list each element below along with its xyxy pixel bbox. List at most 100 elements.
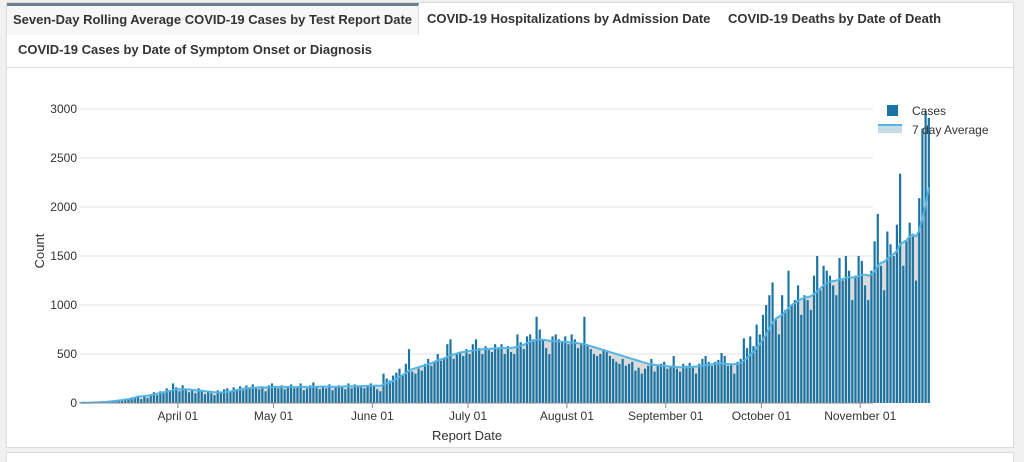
case-bar	[675, 368, 678, 403]
case-bar	[863, 285, 867, 403]
case-bar	[296, 386, 299, 403]
case-bar	[443, 357, 446, 403]
case-bar	[414, 373, 417, 403]
case-bar	[232, 387, 235, 403]
case-bar	[382, 373, 385, 403]
case-bar	[270, 383, 274, 403]
legend-average-swatch[interactable]	[878, 125, 902, 133]
legend-average-label[interactable]: 7 day Average	[912, 123, 989, 137]
y-tick-label: 1500	[50, 249, 77, 263]
case-bar	[726, 365, 729, 403]
case-bar	[640, 373, 643, 403]
case-bar	[484, 346, 487, 403]
case-bar	[363, 388, 366, 403]
x-tick-label: July 01	[449, 409, 487, 423]
x-tick-label: April 01	[158, 409, 199, 423]
y-tick-label: 500	[57, 347, 77, 361]
case-bar	[513, 354, 516, 403]
tab-hospitalizations[interactable]: COVID-19 Hospitalizations by Admission D…	[427, 11, 711, 26]
axes: 0 500 1000 1500 2000 2500 3000 April 01 May 01 Ju…	[50, 102, 896, 423]
case-bar	[781, 295, 784, 403]
case-bar	[420, 370, 423, 403]
case-bar	[886, 231, 889, 403]
case-bar	[315, 387, 318, 403]
case-bar	[768, 295, 771, 403]
case-bar	[140, 399, 143, 403]
case-bar	[490, 352, 494, 403]
case-bar	[749, 336, 752, 403]
case-bar	[427, 358, 430, 403]
case-bar	[471, 344, 474, 403]
case-bar	[356, 386, 360, 403]
case-bar	[379, 391, 382, 403]
case-bar	[899, 173, 902, 403]
case-bar	[790, 305, 793, 403]
case-bar	[398, 368, 401, 403]
case-bar	[372, 386, 376, 403]
case-bar	[889, 244, 892, 403]
case-bar	[557, 339, 560, 403]
case-bar	[194, 393, 197, 403]
case-bar	[599, 354, 602, 403]
case-bar	[793, 300, 796, 403]
case-bar	[159, 391, 162, 403]
case-bar	[136, 395, 140, 403]
legend-cases-swatch[interactable]	[887, 105, 898, 116]
case-bar	[586, 346, 589, 403]
case-bar	[529, 334, 532, 403]
case-bar	[267, 385, 270, 403]
case-bar	[914, 280, 918, 403]
case-bar	[191, 390, 194, 403]
case-bar	[921, 128, 924, 403]
tab-symptom-onset-cases[interactable]: COVID-19 Cases by Date of Symptom Onset …	[18, 42, 372, 57]
case-bar	[462, 355, 465, 403]
case-bar	[765, 305, 768, 403]
case-bar	[892, 256, 895, 403]
legend-cases-label[interactable]: Cases	[912, 104, 946, 118]
case-bar	[618, 363, 621, 403]
case-bar	[245, 385, 248, 403]
case-bar	[184, 389, 187, 403]
case-bar	[615, 361, 618, 403]
case-bar	[704, 355, 707, 403]
case-bar	[650, 358, 653, 403]
case-bar	[911, 236, 914, 403]
case-bar	[207, 392, 210, 403]
case-bar	[162, 393, 165, 403]
y-tick-label: 2000	[50, 200, 77, 214]
tab-deaths[interactable]: COVID-19 Deaths by Date of Death	[728, 11, 942, 26]
case-bar	[248, 388, 251, 403]
case-bar	[474, 339, 478, 403]
case-bar	[165, 388, 168, 403]
case-bar	[178, 391, 181, 403]
case-bar	[714, 361, 717, 403]
case-bar	[730, 363, 733, 403]
case-bar	[666, 368, 669, 403]
case-bar	[803, 295, 806, 403]
case-bar	[784, 309, 787, 403]
case-bar	[564, 336, 567, 403]
case-bar	[634, 370, 637, 403]
case-bar	[672, 355, 675, 403]
case-bar	[723, 355, 726, 403]
case-bar	[219, 392, 222, 403]
case-bar	[258, 389, 261, 403]
case-bar	[828, 275, 832, 403]
case-bar	[152, 392, 156, 403]
case-bar	[455, 354, 458, 403]
case-bar	[487, 350, 490, 403]
case-bar	[187, 392, 191, 403]
tab-rolling-average-cases[interactable]: Seven-Day Rolling Average COVID-19 Cases…	[7, 3, 420, 35]
case-bar	[289, 384, 293, 403]
next-panel-edge	[6, 452, 1014, 462]
case-bar	[325, 388, 328, 403]
case-bar	[197, 388, 200, 403]
case-bar	[685, 365, 688, 403]
case-bar	[481, 354, 484, 403]
case-bar	[774, 319, 777, 403]
case-bar	[312, 382, 315, 403]
case-bar	[561, 342, 564, 403]
case-bar	[637, 367, 640, 403]
bar-series	[79, 110, 930, 404]
case-bar	[541, 340, 545, 403]
